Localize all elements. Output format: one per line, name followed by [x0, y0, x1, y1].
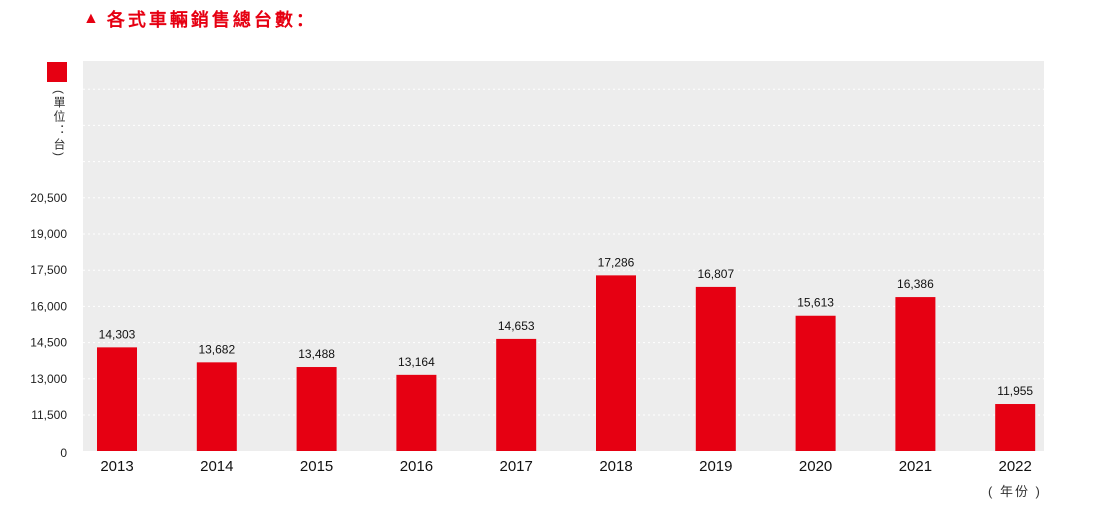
- y-tick-label: 11,500: [31, 408, 67, 422]
- y-tick-label: 20,500: [30, 191, 67, 205]
- data-label: 17,286: [598, 255, 635, 269]
- x-tick-label: 2013: [100, 458, 133, 475]
- data-label: 13,488: [298, 347, 335, 361]
- x-tick-label: 2020: [799, 458, 832, 475]
- x-tick-label: 2019: [699, 458, 732, 475]
- bar: [895, 297, 936, 451]
- x-tick-label: 2017: [500, 458, 533, 475]
- data-label: 15,613: [797, 296, 834, 310]
- bar: [97, 347, 137, 451]
- y-tick-label: 16,000: [30, 299, 67, 313]
- bar: [795, 315, 836, 451]
- x-tick-label: 2014: [200, 458, 233, 475]
- bar: [296, 367, 337, 451]
- data-label: 16,386: [897, 277, 934, 291]
- x-axis-label: ( 年份 ): [988, 484, 1042, 499]
- bar: [695, 286, 736, 451]
- y-tick-label: 0: [60, 446, 67, 460]
- x-tick-label: 2018: [599, 458, 632, 475]
- chart-title: ▲ 各式車輛銷售總台數：: [83, 6, 317, 32]
- plot-area: [83, 61, 1044, 451]
- chart-title-text: 各式車輛銷售總台數：: [106, 10, 317, 30]
- x-tick-label: 2022: [999, 458, 1032, 475]
- y-tick-label: 19,000: [30, 227, 67, 241]
- x-tick-label: 2015: [300, 458, 333, 475]
- bar: [596, 275, 636, 451]
- triangle-up-icon: ▲: [83, 10, 99, 27]
- unit-label: (單位：台): [52, 90, 66, 158]
- y-tick-label: 13,000: [30, 372, 67, 386]
- bar: [396, 374, 437, 451]
- bar: [496, 338, 537, 451]
- data-label: 13,682: [198, 342, 235, 356]
- y-tick-label: 17,500: [30, 263, 67, 277]
- legend-swatch: [47, 62, 67, 82]
- x-tick-label: 2016: [400, 458, 433, 475]
- data-label: 16,807: [697, 267, 734, 281]
- data-label: 14,303: [99, 327, 136, 341]
- bar: [196, 362, 237, 451]
- data-label: 14,653: [498, 319, 535, 333]
- y-tick-label: 14,500: [30, 336, 67, 350]
- x-tick-label: 2021: [899, 458, 932, 475]
- bar: [995, 404, 1036, 451]
- data-label: 13,164: [398, 355, 435, 369]
- data-label: 11,955: [997, 384, 1033, 398]
